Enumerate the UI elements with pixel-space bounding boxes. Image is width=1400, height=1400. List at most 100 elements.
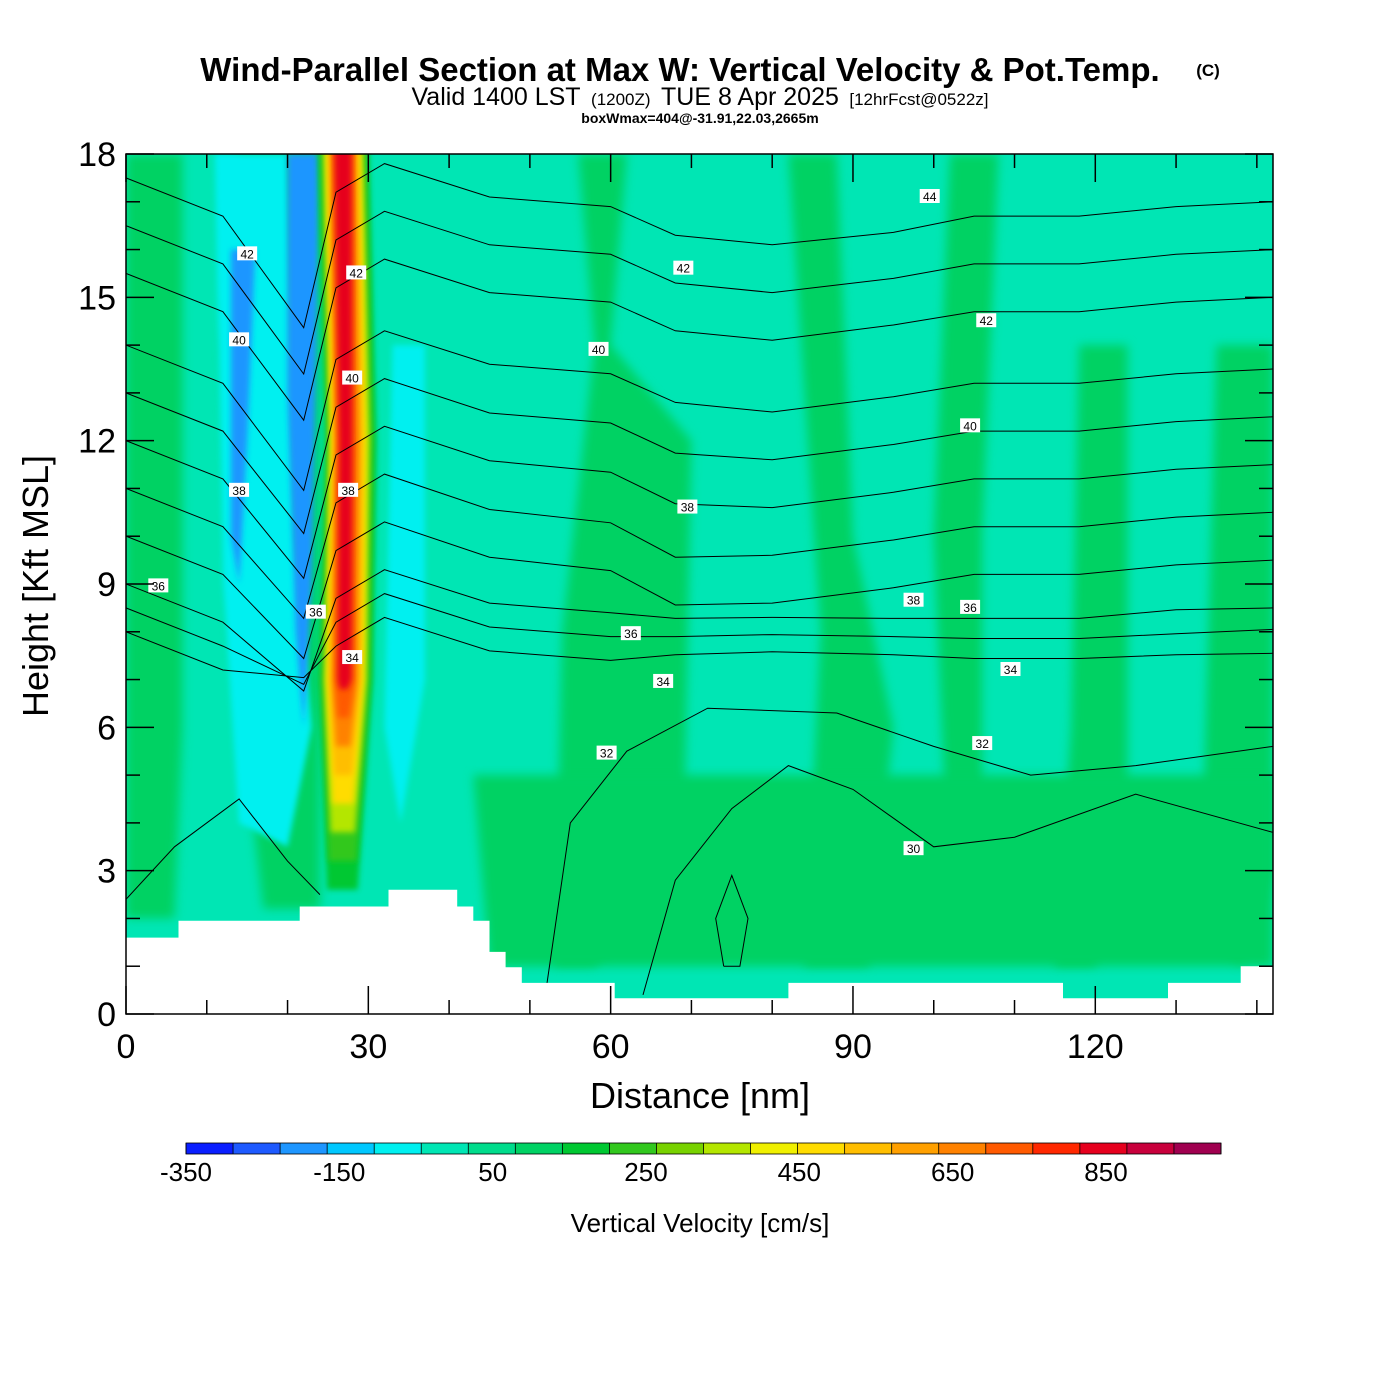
contour-label-text: 32	[600, 747, 614, 761]
contour-label-text: 42	[350, 266, 364, 280]
chart-subtitle: Valid 1400 LST (1200Z) TUE 8 Apr 2025 [1…	[411, 83, 988, 111]
colorbar-swatch	[609, 1143, 657, 1154]
x-tick-label: 90	[834, 1028, 872, 1066]
theta-isentrope-1	[126, 593, 1273, 685]
theta-isentrope-6	[126, 378, 1273, 535]
contour-label-40: 40	[960, 418, 981, 433]
theta-isentrope-7	[126, 330, 1273, 492]
contour-label-40: 40	[229, 332, 250, 347]
colorbar-frame	[185, 1142, 1222, 1155]
contour-label-36: 36	[148, 578, 169, 593]
theta-isentrope-2	[126, 569, 1273, 692]
contour-label-text: 32	[976, 737, 990, 751]
contour-label-text: 40	[592, 343, 606, 357]
contour-label-text: 44	[923, 190, 937, 204]
contour-label-36: 36	[960, 599, 981, 615]
theta-contours	[126, 163, 1273, 996]
y-tick-label: 9	[97, 566, 116, 604]
contour-label-32: 32	[596, 745, 617, 761]
colorbar-swatch	[656, 1143, 704, 1154]
colorbar-swatch	[562, 1143, 610, 1154]
colorbar-tick-label: -350	[160, 1157, 212, 1187]
colorbar-swatch	[515, 1143, 563, 1154]
theta-isentrope-8	[126, 258, 1273, 422]
colorbar-title: Vertical Velocity [cm/s]	[571, 1208, 830, 1238]
contour-label-text: 38	[681, 501, 695, 515]
colorbar-swatch	[421, 1143, 469, 1154]
theta-isentrope-low-c	[642, 765, 1273, 996]
colorbar-swatch	[186, 1143, 234, 1154]
theta-isentrope-0	[126, 616, 1273, 679]
colorbar-tick-label: 450	[778, 1157, 821, 1187]
subtitle-utc: (1200Z)	[591, 90, 651, 109]
contour-label-38: 38	[229, 482, 250, 498]
field-downdraft-blue2	[287, 154, 320, 728]
contour-label-30: 30	[903, 841, 924, 856]
contour-label-text: 40	[963, 419, 977, 433]
colorbar-tick-label: 50	[478, 1157, 507, 1187]
theta-isentrope-10	[126, 163, 1273, 329]
colorbar-swatch	[280, 1143, 328, 1154]
colorbar-swatch	[985, 1143, 1034, 1154]
y-tick-label: 12	[78, 423, 116, 461]
field-green-col-70	[554, 154, 692, 967]
contour-label-text: 36	[152, 579, 166, 593]
x-axis-title: Distance [nm]	[590, 1075, 810, 1116]
colorbar-swatch	[750, 1143, 799, 1154]
updraft-band-850	[334, 154, 353, 690]
contour-label-text: 42	[677, 262, 691, 276]
theta-isentrope-bubble	[715, 873, 749, 967]
colorbar-swatch	[1079, 1143, 1128, 1154]
contour-label-text: 36	[963, 601, 977, 615]
x-tick-label: 30	[349, 1028, 387, 1066]
axis-ticks	[125, 153, 1273, 1015]
contour-label-text: 30	[907, 842, 921, 856]
colorbar-swatch	[1173, 1143, 1222, 1154]
field-green-col-90	[788, 154, 894, 967]
contour-label-text: 34	[1004, 663, 1018, 677]
theta-isentrope-5	[126, 425, 1273, 580]
colorbar-swatch	[374, 1143, 422, 1154]
contour-label-42: 42	[346, 265, 367, 280]
theta-isentrope-low-a	[126, 798, 321, 900]
contour-label-text: 42	[980, 314, 994, 328]
colorbar-swatch	[233, 1143, 281, 1154]
subtitle-date: TUE 8 Apr 2025	[661, 83, 839, 111]
contour-label-34: 34	[1000, 662, 1021, 677]
terrain-mask	[126, 889, 1273, 1014]
theta-isentrope-3	[126, 521, 1273, 660]
contour-label-text: 34	[345, 651, 359, 665]
colorbar-swatch	[1032, 1143, 1081, 1154]
subtitle-valid: Valid 1400 LST	[411, 83, 580, 111]
colorbar-tick-label: 650	[931, 1157, 974, 1187]
copyright-mark: (C)	[1196, 61, 1220, 80]
colorbar: -350 -150 50 250 450 650 850	[160, 1142, 1222, 1187]
x-tick-label: 0	[117, 1028, 136, 1066]
colorbar-swatch	[703, 1143, 752, 1154]
colorbar-swatch	[891, 1143, 940, 1154]
colorbar-tick-label: 850	[1084, 1157, 1127, 1187]
colorbar-tick-label: -150	[313, 1157, 365, 1187]
colorbar-swatch	[1126, 1143, 1175, 1154]
contour-label-38: 38	[903, 592, 924, 608]
contour-label-34: 34	[342, 650, 363, 665]
colorbar-swatch	[797, 1143, 846, 1154]
contour-label-text: 40	[345, 372, 359, 386]
x-tick-label: 60	[592, 1028, 630, 1066]
colorbar-swatch	[327, 1143, 375, 1154]
contour-label-text: 38	[907, 594, 921, 608]
contour-label-text: 36	[309, 606, 323, 620]
contour-label-38: 38	[677, 499, 698, 515]
contour-label-text: 38	[341, 484, 355, 498]
field-green-lowband	[473, 775, 1273, 967]
contour-label-text: 42	[240, 247, 254, 261]
contour-label-text: 38	[232, 484, 246, 498]
theta-contour-labels: 30 32 32 34 34 34 36 36 36 36 38 38 38 38 40 40 40 40 42 42…	[148, 189, 1021, 856]
x-tick-label: 120	[1067, 1028, 1124, 1066]
y-tick-label: 6	[97, 709, 116, 747]
colorbar-swatch	[938, 1143, 987, 1154]
contour-label-42: 42	[976, 313, 997, 328]
theta-isentrope-low-b	[545, 707, 1273, 991]
